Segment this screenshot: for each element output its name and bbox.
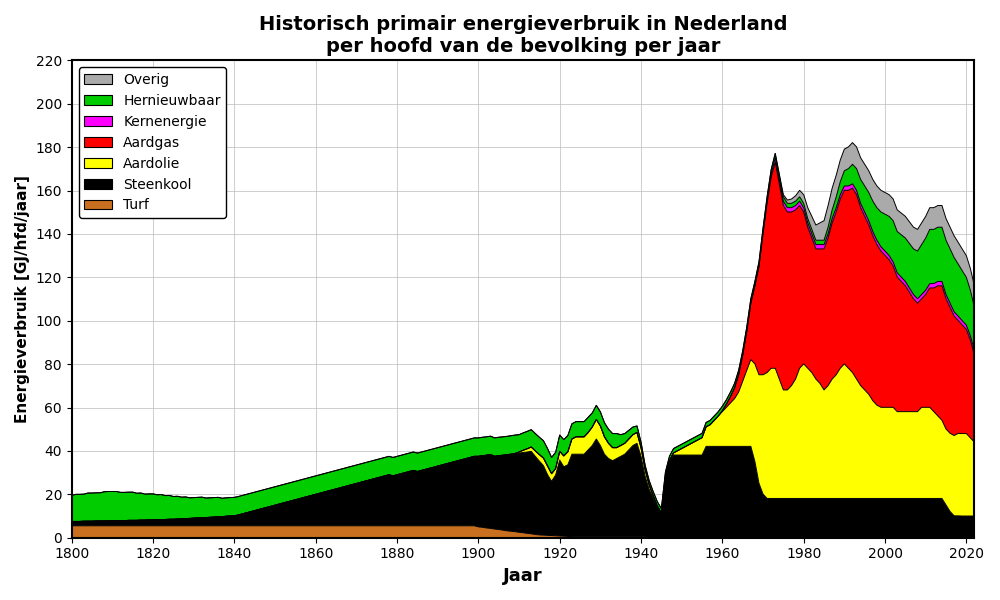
Y-axis label: Energieverbruik [GJ/hfd/jaar]: Energieverbruik [GJ/hfd/jaar]	[15, 175, 30, 423]
Legend: Overig, Hernieuwbaar, Kernenergie, Aardgas, Aardolie, Steenkool, Turf: Overig, Hernieuwbaar, Kernenergie, Aardg…	[79, 67, 226, 218]
Title: Historisch primair energieverbruik in Nederland
per hoofd van de bevolking per j: Historisch primair energieverbruik in Ne…	[259, 15, 787, 56]
X-axis label: Jaar: Jaar	[503, 567, 543, 585]
